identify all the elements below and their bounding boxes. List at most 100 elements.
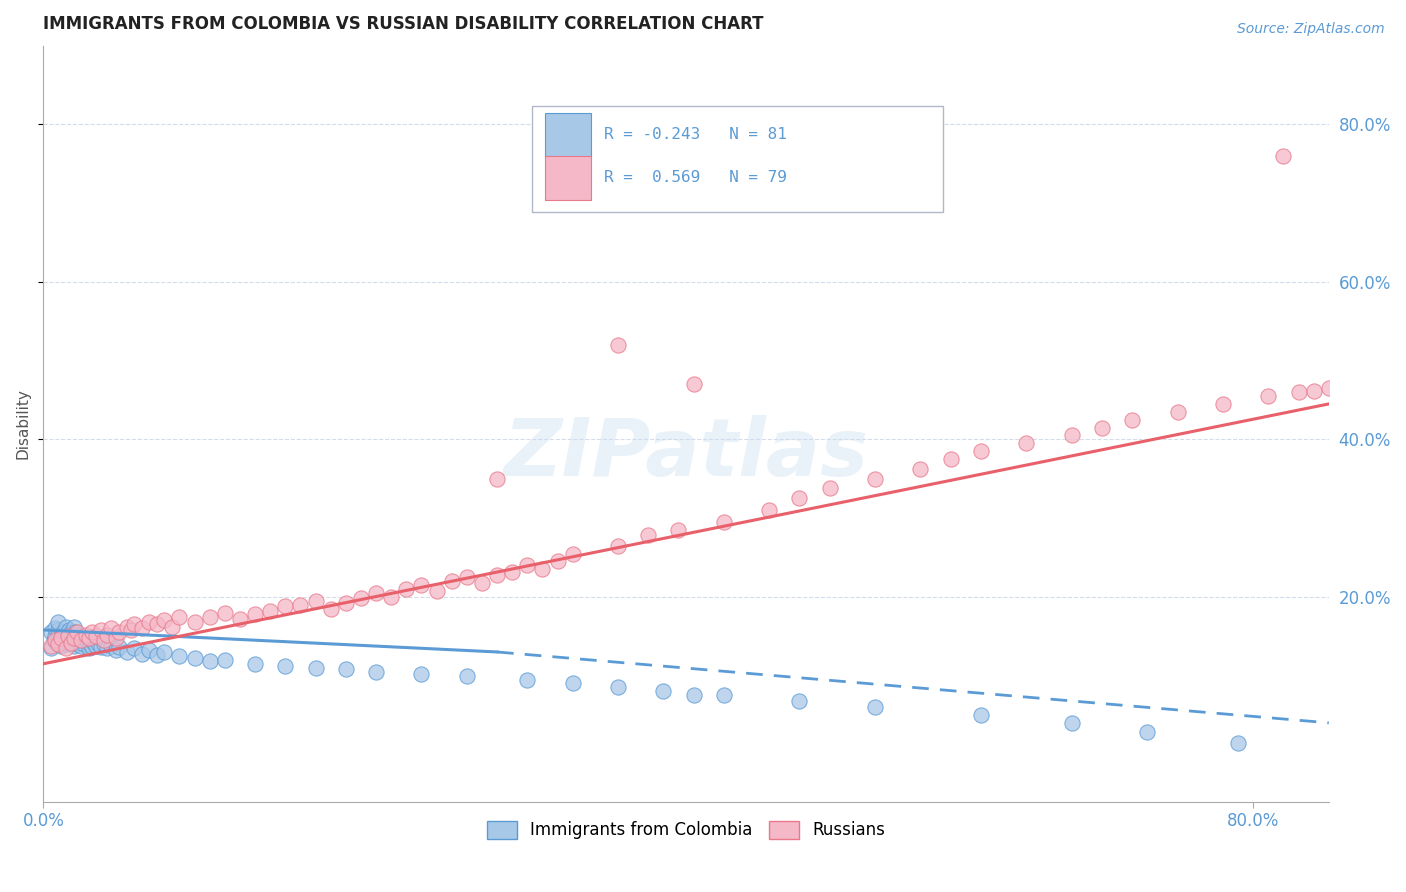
Point: [652, 684, 675, 698]
Point: [67, 631, 90, 645]
Point: [198, 654, 221, 668]
Point: [970, 708, 993, 723]
Point: [52, 625, 75, 640]
Point: [1060, 428, 1083, 442]
Point: [411, 578, 433, 592]
Point: [547, 554, 569, 568]
Point: [48, 615, 70, 629]
Point: [48, 637, 70, 651]
Point: [138, 642, 160, 657]
Point: [456, 570, 478, 584]
Point: [77, 640, 100, 655]
Y-axis label: Disability: Disability: [15, 388, 30, 459]
Point: [62, 620, 84, 634]
Point: [48, 631, 70, 645]
Point: [96, 640, 118, 655]
Point: [69, 635, 91, 649]
Point: [485, 472, 508, 486]
Point: [637, 528, 659, 542]
Point: [108, 640, 131, 655]
Point: [364, 665, 387, 679]
Point: [75, 627, 97, 641]
Point: [51, 631, 73, 645]
Point: [243, 657, 266, 671]
Point: [1302, 384, 1324, 398]
Point: [65, 625, 87, 640]
Point: [160, 620, 183, 634]
Point: [274, 659, 297, 673]
Point: [259, 604, 281, 618]
Point: [39, 640, 62, 655]
Point: [56, 629, 79, 643]
Point: [44, 633, 66, 648]
Point: [153, 645, 176, 659]
Point: [84, 629, 107, 643]
Point: [516, 558, 538, 573]
Point: [789, 694, 811, 708]
Point: [274, 599, 297, 614]
Point: [471, 575, 494, 590]
Point: [243, 607, 266, 622]
Point: [561, 547, 583, 561]
Point: [44, 621, 66, 635]
Point: [77, 631, 100, 645]
Point: [682, 688, 704, 702]
Point: [87, 635, 110, 649]
Point: [145, 617, 167, 632]
Point: [122, 640, 145, 655]
Point: [607, 539, 630, 553]
Point: [607, 338, 630, 352]
Point: [456, 668, 478, 682]
Point: [183, 615, 205, 629]
Point: [682, 377, 704, 392]
Point: [104, 631, 127, 645]
Point: [939, 452, 962, 467]
Point: [46, 635, 69, 649]
Point: [364, 586, 387, 600]
Point: [229, 612, 252, 626]
Point: [169, 609, 191, 624]
Point: [485, 567, 508, 582]
Point: [145, 648, 167, 662]
Point: [115, 645, 138, 659]
Point: [713, 688, 735, 702]
Point: [39, 639, 62, 653]
Point: [55, 620, 77, 634]
Point: [607, 681, 630, 695]
Point: [51, 639, 73, 653]
Point: [96, 627, 118, 641]
Point: [183, 651, 205, 665]
Point: [82, 634, 104, 648]
Point: [395, 582, 418, 596]
Point: [131, 621, 153, 635]
Point: [48, 623, 70, 637]
Point: [93, 633, 115, 648]
Point: [138, 615, 160, 629]
Point: [76, 634, 98, 648]
Point: [60, 632, 83, 646]
Point: [122, 617, 145, 632]
Point: [65, 627, 87, 641]
Point: [58, 623, 80, 637]
Point: [58, 631, 80, 645]
Point: [425, 583, 447, 598]
Point: [55, 640, 77, 655]
Point: [1015, 436, 1038, 450]
Point: [1212, 397, 1234, 411]
Point: [79, 637, 101, 651]
Point: [44, 629, 66, 643]
Text: IMMIGRANTS FROM COLOMBIA VS RUSSIAN DISABILITY CORRELATION CHART: IMMIGRANTS FROM COLOMBIA VS RUSSIAN DISA…: [44, 15, 763, 33]
Point: [440, 574, 463, 588]
Point: [120, 623, 142, 637]
Point: [531, 562, 554, 576]
Point: [53, 631, 76, 645]
Point: [1121, 412, 1143, 426]
Point: [59, 634, 82, 648]
Point: [214, 606, 236, 620]
FancyBboxPatch shape: [531, 106, 943, 212]
Point: [335, 596, 357, 610]
Point: [77, 631, 100, 645]
Point: [1317, 381, 1340, 395]
Point: [758, 503, 780, 517]
Point: [1362, 373, 1385, 387]
